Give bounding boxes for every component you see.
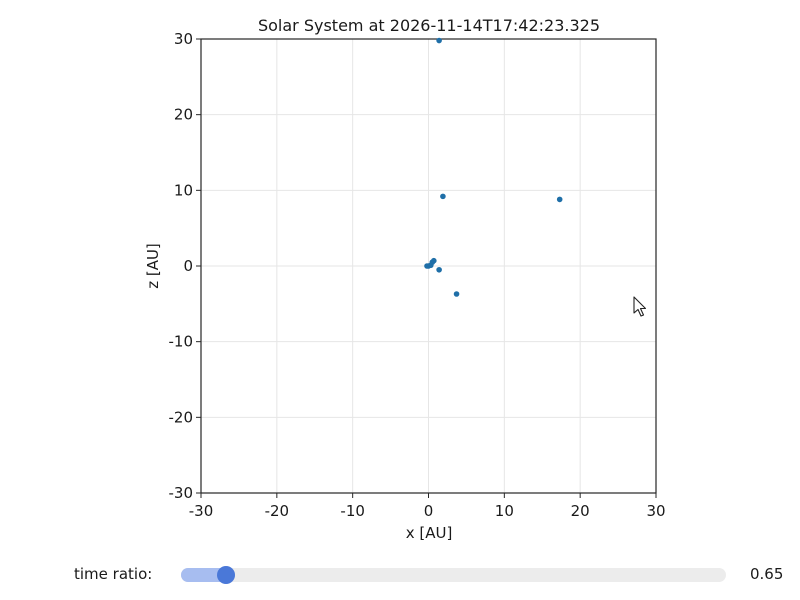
y-tick-label: 10 bbox=[174, 181, 193, 199]
y-tick-label: 30 bbox=[174, 30, 193, 48]
x-tick-label: 20 bbox=[571, 502, 590, 520]
x-tick-label: 10 bbox=[495, 502, 514, 520]
y-tick-label: -20 bbox=[169, 408, 194, 426]
data-point-layer bbox=[424, 37, 563, 297]
data-point bbox=[436, 266, 442, 273]
y-tick-label: 0 bbox=[183, 257, 193, 275]
mouse-pointer-icon bbox=[633, 296, 647, 317]
time-ratio-value: 0.65 bbox=[750, 565, 784, 583]
chart-title: Solar System at 2026-11-14T17:42:23.325 bbox=[258, 16, 600, 35]
x-tick-label: -20 bbox=[265, 502, 290, 520]
data-point bbox=[431, 257, 437, 264]
x-axis-label: x [AU] bbox=[406, 524, 453, 542]
data-point bbox=[440, 193, 446, 200]
x-tick-label: -30 bbox=[189, 502, 214, 520]
time-ratio-control: time ratio: 0.65 bbox=[0, 556, 800, 592]
time-ratio-label: time ratio: bbox=[74, 565, 153, 583]
x-tick-label: 0 bbox=[424, 502, 434, 520]
time-ratio-slider-track[interactable] bbox=[181, 566, 726, 584]
scatter-chart[interactable]: Solar System at 2026-11-14T17:42:23.325 … bbox=[0, 0, 800, 550]
x-tick-label: -10 bbox=[340, 502, 365, 520]
data-point bbox=[424, 263, 430, 269]
time-ratio-slider-thumb[interactable] bbox=[216, 566, 235, 584]
y-axis-label: z [AU] bbox=[144, 243, 162, 289]
data-point bbox=[436, 37, 442, 44]
data-point bbox=[556, 196, 563, 203]
y-tick-label: 20 bbox=[174, 106, 193, 124]
y-tick-label: -30 bbox=[169, 484, 194, 502]
tick-layer: -30 -20 -10 0 10 20 30 -30 -20 -10 0 10 20 30 bbox=[169, 30, 666, 520]
y-tick-label: -10 bbox=[169, 333, 194, 351]
x-tick-label: 30 bbox=[646, 502, 665, 520]
data-point bbox=[453, 291, 460, 297]
